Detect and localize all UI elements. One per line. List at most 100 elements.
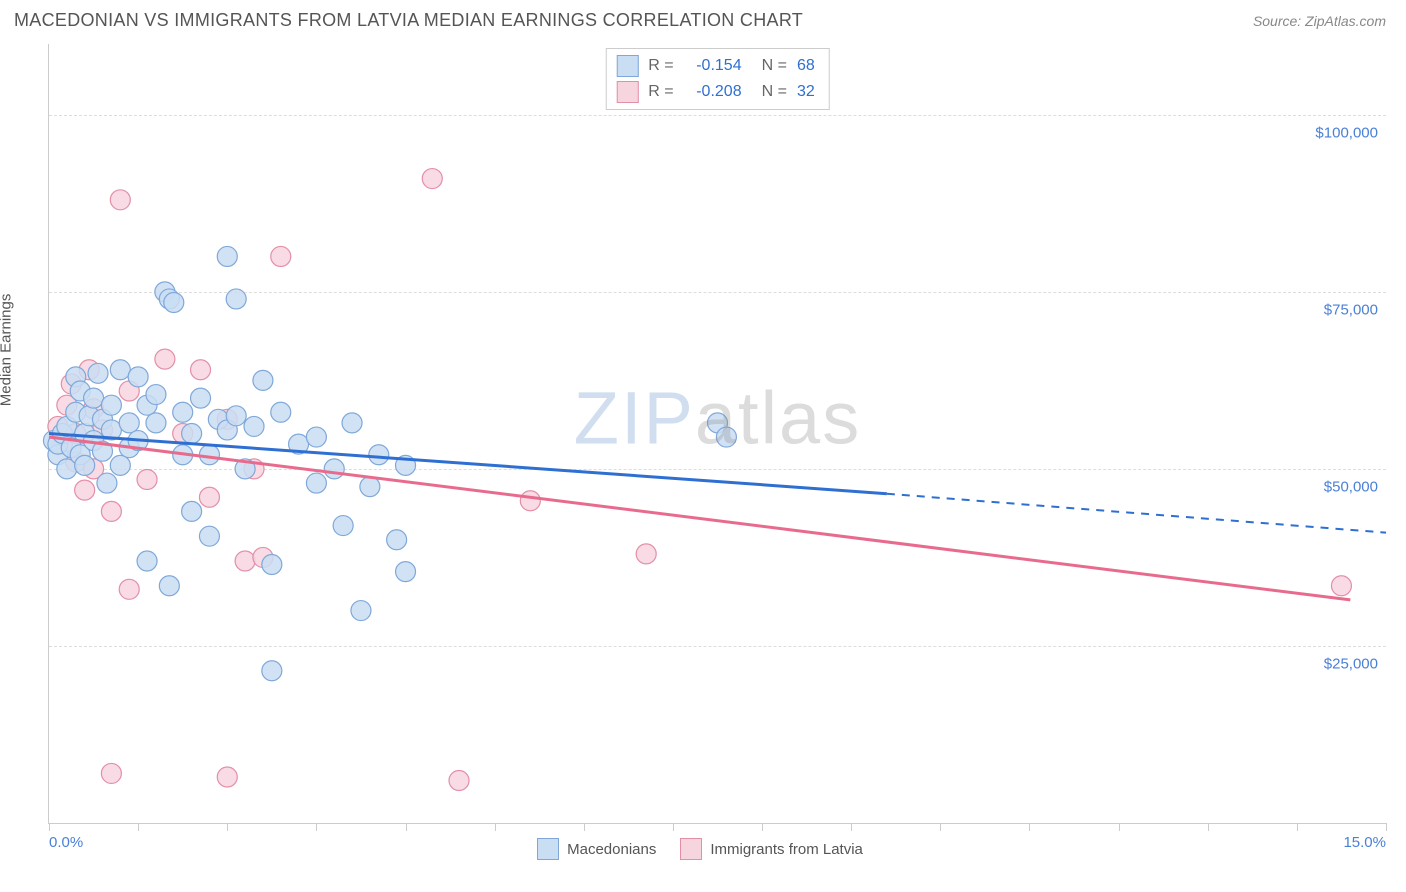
scatter-point-macedonians xyxy=(387,530,407,550)
scatter-point-macedonians xyxy=(110,360,130,380)
scatter-point-macedonians xyxy=(199,526,219,546)
y-axis-label: Median Earnings xyxy=(0,294,15,407)
scatter-point-macedonians xyxy=(324,459,344,479)
scatter-point-latvia xyxy=(271,246,291,266)
plot-area: ZIPatlas R =-0.154N =68R =-0.208N =32 0.… xyxy=(48,44,1386,824)
scatter-point-latvia xyxy=(422,169,442,189)
y-tick-label: $25,000 xyxy=(1324,655,1378,672)
scatter-point-macedonians xyxy=(244,416,264,436)
x-tick xyxy=(673,823,674,831)
scatter-point-macedonians xyxy=(360,477,380,497)
scatter-point-latvia xyxy=(110,190,130,210)
x-tick xyxy=(1297,823,1298,831)
x-tick xyxy=(1029,823,1030,831)
scatter-point-macedonians xyxy=(146,413,166,433)
scatter-point-latvia xyxy=(191,360,211,380)
scatter-point-latvia xyxy=(101,501,121,521)
scatter-point-macedonians xyxy=(164,292,184,312)
scatter-point-macedonians xyxy=(396,562,416,582)
regression-line-macedonians xyxy=(49,434,887,494)
scatter-point-latvia xyxy=(75,480,95,500)
scatter-point-latvia xyxy=(101,763,121,783)
scatter-point-latvia xyxy=(217,767,237,787)
scatter-point-macedonians xyxy=(333,516,353,536)
scatter-point-macedonians xyxy=(306,427,326,447)
x-tick xyxy=(584,823,585,831)
scatter-point-latvia xyxy=(199,487,219,507)
x-tick xyxy=(406,823,407,831)
scatter-point-macedonians xyxy=(88,363,108,383)
scatter-point-macedonians xyxy=(351,601,371,621)
legend-item-latvia: Immigrants from Latvia xyxy=(680,838,863,860)
scatter-point-macedonians xyxy=(110,455,130,475)
x-tick xyxy=(940,823,941,831)
source-label: Source: ZipAtlas.com xyxy=(1253,13,1386,29)
stats-r-value: -0.208 xyxy=(684,79,742,105)
x-tick xyxy=(851,823,852,831)
scatter-point-macedonians xyxy=(119,413,139,433)
stats-swatch-latvia xyxy=(616,81,638,103)
stats-n-label: N = xyxy=(762,79,787,105)
scatter-point-macedonians xyxy=(369,445,389,465)
regression-line-latvia xyxy=(49,437,1350,600)
stats-legend-box: R = -0.154 N = 68 R = -0.208 N = 32 xyxy=(605,48,829,110)
legend-swatch-macedonians xyxy=(537,838,559,860)
stats-n-value: 32 xyxy=(797,79,815,105)
legend-item-macedonians: Macedonians xyxy=(537,838,656,860)
scatter-point-latvia xyxy=(137,470,157,490)
scatter-point-macedonians xyxy=(253,370,273,390)
scatter-point-macedonians xyxy=(226,289,246,309)
scatter-point-macedonians xyxy=(173,402,193,422)
stats-swatch-macedonians xyxy=(616,55,638,77)
x-tick xyxy=(49,823,50,831)
source-prefix: Source: xyxy=(1253,13,1305,29)
scatter-point-latvia xyxy=(636,544,656,564)
scatter-point-macedonians xyxy=(182,501,202,521)
scatter-point-macedonians xyxy=(97,473,117,493)
x-tick xyxy=(1208,823,1209,831)
y-tick-label: $50,000 xyxy=(1324,478,1378,495)
x-tick xyxy=(1119,823,1120,831)
legend-label-macedonians: Macedonians xyxy=(567,841,656,858)
scatter-point-macedonians xyxy=(146,385,166,405)
stats-n-value: 68 xyxy=(797,53,815,79)
legend-label-latvia: Immigrants from Latvia xyxy=(710,841,863,858)
scatter-point-macedonians xyxy=(84,388,104,408)
x-tick xyxy=(316,823,317,831)
x-tick xyxy=(495,823,496,831)
regression-line-dashed-macedonians xyxy=(887,494,1386,533)
scatter-point-macedonians xyxy=(137,551,157,571)
stats-row-macedonians: R = -0.154 N = 68 xyxy=(616,53,814,79)
legend-swatch-latvia xyxy=(680,838,702,860)
scatter-point-latvia xyxy=(520,491,540,511)
scatter-point-macedonians xyxy=(159,576,179,596)
chart-title: MACEDONIAN VS IMMIGRANTS FROM LATVIA MED… xyxy=(14,10,803,31)
scatter-point-latvia xyxy=(235,551,255,571)
scatter-point-latvia xyxy=(449,771,469,791)
stats-row-latvia: R = -0.208 N = 32 xyxy=(616,79,814,105)
scatter-point-macedonians xyxy=(262,555,282,575)
scatter-point-macedonians xyxy=(342,413,362,433)
scatter-point-macedonians xyxy=(262,661,282,681)
source-name: ZipAtlas.com xyxy=(1305,13,1386,29)
stats-n-label: N = xyxy=(762,53,787,79)
stats-r-label: R = xyxy=(648,53,673,79)
scatter-point-macedonians xyxy=(716,427,736,447)
stats-r-value: -0.154 xyxy=(684,53,742,79)
chart-container: Median Earnings ZIPatlas R =-0.154N =68R… xyxy=(14,44,1386,864)
scatter-point-macedonians xyxy=(182,424,202,444)
scatter-point-macedonians xyxy=(191,388,211,408)
x-tick xyxy=(762,823,763,831)
scatter-point-macedonians xyxy=(306,473,326,493)
scatter-point-macedonians xyxy=(271,402,291,422)
scatter-point-macedonians xyxy=(226,406,246,426)
y-tick-label: $100,000 xyxy=(1315,124,1378,141)
scatter-point-macedonians xyxy=(128,367,148,387)
plot-svg xyxy=(49,44,1386,823)
scatter-point-macedonians xyxy=(75,455,95,475)
scatter-point-macedonians xyxy=(217,246,237,266)
y-tick-label: $75,000 xyxy=(1324,301,1378,318)
stats-r-label: R = xyxy=(648,79,673,105)
scatter-point-latvia xyxy=(119,579,139,599)
x-tick xyxy=(1386,823,1387,831)
